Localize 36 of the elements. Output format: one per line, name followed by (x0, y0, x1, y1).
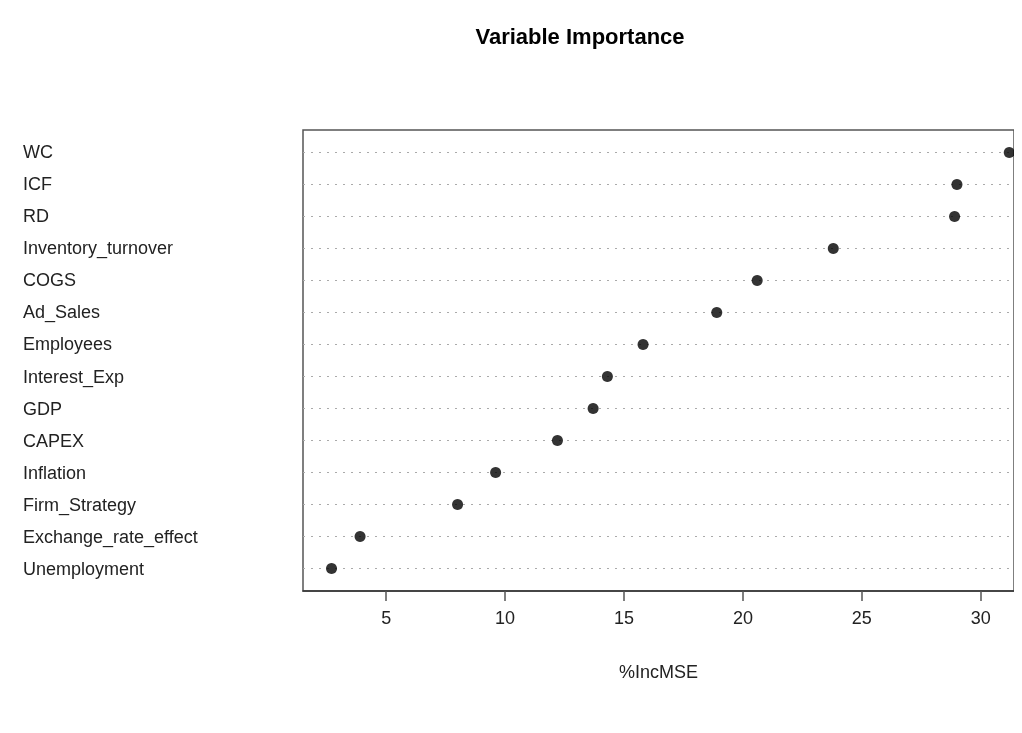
y-tick-label: ICF (23, 174, 52, 195)
y-tick-label: Firm_Strategy (23, 494, 137, 516)
point (587, 403, 599, 415)
point (637, 339, 649, 350)
point (601, 371, 613, 382)
y-tick-label: Unemployment (23, 558, 145, 579)
y-tick-label: COGS (23, 270, 77, 291)
y-tick-label: CAPEX (23, 430, 85, 451)
x-tick-label: 20 (732, 608, 753, 628)
y-tick-label: RD (23, 206, 49, 227)
point (490, 467, 502, 479)
point (951, 178, 963, 190)
chart-title: Variable Importance (475, 23, 685, 49)
y-tick-label: WC (23, 142, 53, 163)
point (711, 306, 723, 318)
point (827, 242, 839, 254)
x-tick-label: 10 (495, 608, 516, 628)
point (949, 210, 961, 222)
point (452, 499, 464, 511)
point (751, 274, 763, 286)
x-tick-label: 5 (381, 608, 392, 628)
point (551, 435, 563, 447)
x-tick-label: 30 (970, 608, 991, 628)
y-tick-label: Inventory_turnover (23, 238, 174, 260)
y-tick-label: Exchange_rate_effect (23, 526, 198, 548)
point (1003, 146, 1014, 158)
y-tick-label: Employees (23, 334, 113, 355)
point (326, 563, 338, 575)
y-tick-label: GDP (23, 398, 63, 419)
x-axis-title: %IncMSE (618, 662, 699, 682)
x-tick-label: 15 (614, 608, 635, 628)
point (354, 531, 366, 543)
y-tick-label: Ad_Sales (23, 302, 101, 324)
y-tick-label: Interest_Exp (23, 366, 125, 388)
x-tick-label: 25 (851, 608, 872, 628)
y-tick-label: Inflation (23, 462, 87, 483)
